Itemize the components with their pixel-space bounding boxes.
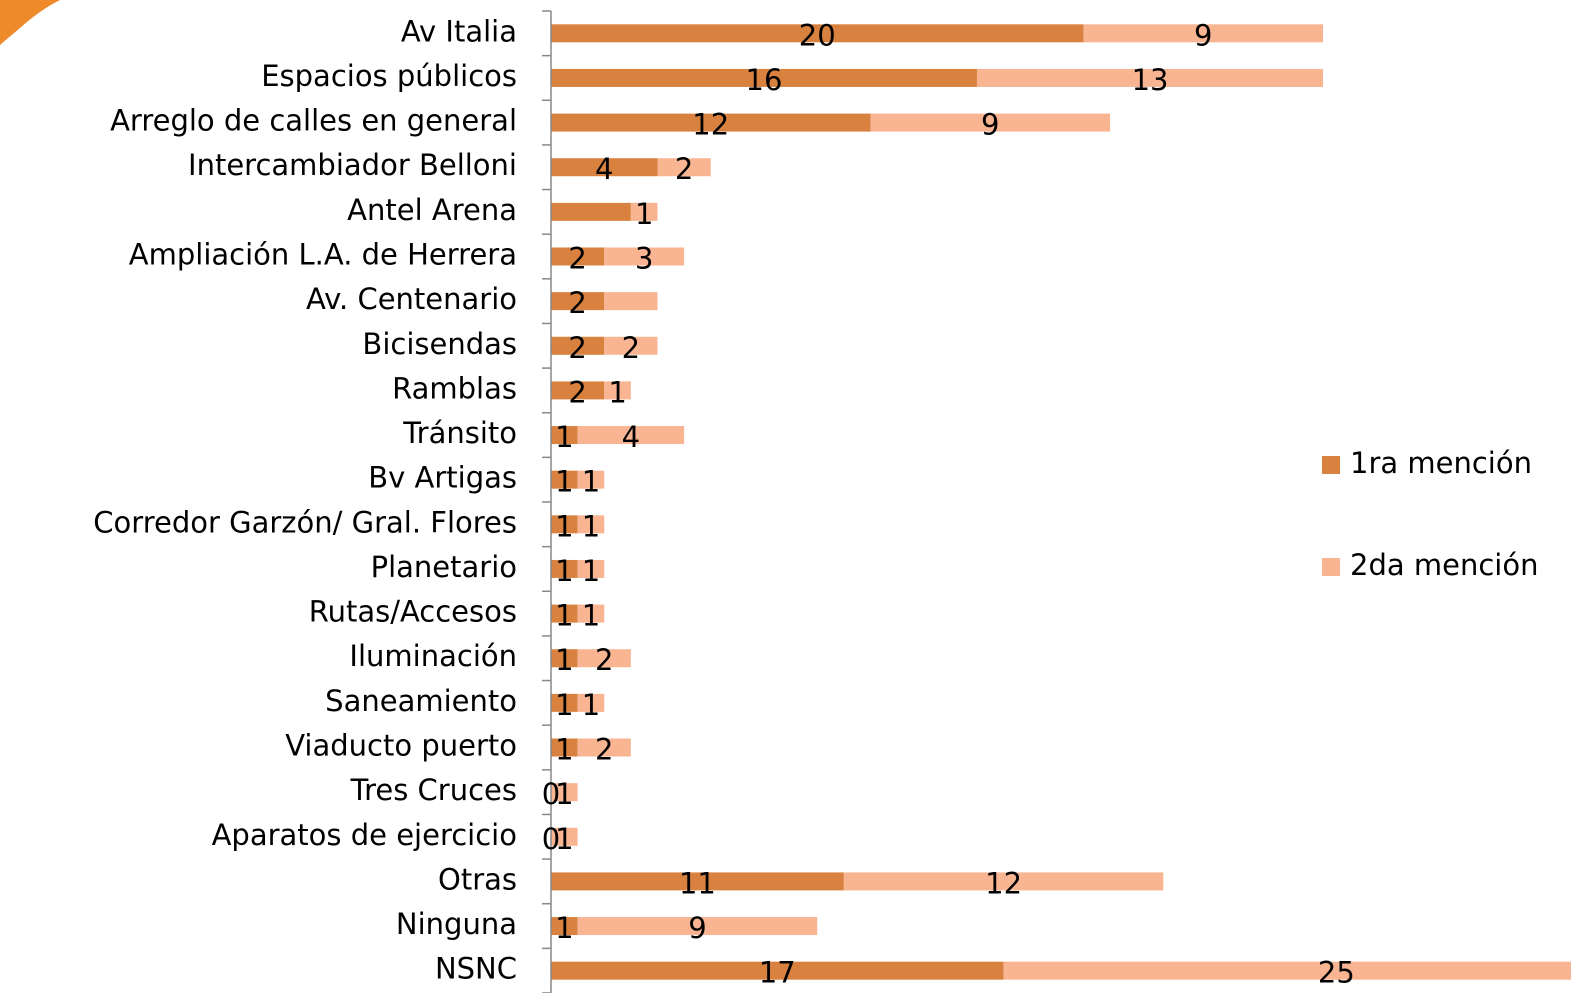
data-label: 11 xyxy=(679,866,716,900)
data-label: 9 xyxy=(981,108,999,142)
category-label: Aparatos de ejercicio xyxy=(212,818,517,852)
data-label: 1 xyxy=(555,733,573,767)
category-label: Rutas/Accesos xyxy=(309,595,517,629)
data-label: 17 xyxy=(759,956,796,990)
data-label: 2 xyxy=(595,733,613,767)
category-label: Ampliación L.A. de Herrera xyxy=(129,238,517,272)
category-label: Planetario xyxy=(371,550,517,584)
data-label: 1 xyxy=(555,822,573,856)
data-label: 1 xyxy=(582,465,600,499)
category-label: Otras xyxy=(438,862,517,896)
data-label: 12 xyxy=(985,866,1022,900)
data-label: 1 xyxy=(555,599,573,633)
category-label: Tres Cruces xyxy=(350,773,517,807)
data-label: 2 xyxy=(595,643,613,677)
category-label: Antel Arena xyxy=(347,193,517,227)
data-label: 1 xyxy=(635,197,653,231)
data-label: 1 xyxy=(555,420,573,454)
category-label: Bicisendas xyxy=(362,327,517,361)
bar-segment xyxy=(1004,962,1571,980)
category-label: Av Italia xyxy=(401,14,517,48)
data-label: 2 xyxy=(568,375,586,409)
chart: Av Italia209Espacios públicos1613Arreglo… xyxy=(0,0,1571,993)
legend-swatch xyxy=(1322,558,1340,576)
category-label: Viaducto puerto xyxy=(285,729,517,763)
data-label: 1 xyxy=(582,599,600,633)
category-label: Espacios públicos xyxy=(261,59,517,93)
data-label: 1 xyxy=(555,465,573,499)
data-label: 2 xyxy=(568,286,586,320)
data-label: 1 xyxy=(555,643,573,677)
data-label: 1 xyxy=(608,375,626,409)
category-label: Bv Artigas xyxy=(368,461,517,495)
category-label: Iluminación xyxy=(349,639,517,673)
category-label: Ramblas xyxy=(392,371,517,405)
data-label: 3 xyxy=(635,242,653,276)
data-label: 16 xyxy=(746,63,783,97)
data-label: 1 xyxy=(555,509,573,543)
data-label: 2 xyxy=(568,331,586,365)
data-label: 1 xyxy=(555,554,573,588)
plot-area xyxy=(551,24,1571,979)
category-label: Ninguna xyxy=(396,907,517,941)
data-label: 1 xyxy=(582,688,600,722)
bar-segment xyxy=(604,292,657,310)
data-label: 13 xyxy=(1132,63,1169,97)
data-label: 2 xyxy=(675,152,693,186)
data-label: 1 xyxy=(582,509,600,543)
data-label: 2 xyxy=(622,331,640,365)
data-label: 25 xyxy=(1318,956,1355,990)
bar-segment xyxy=(551,203,631,221)
legend-label: 1ra mención xyxy=(1350,446,1532,480)
data-label: 1 xyxy=(555,688,573,722)
data-label: 2 xyxy=(568,242,586,276)
data-label: 9 xyxy=(688,911,706,945)
legend-label: 2da mención xyxy=(1350,548,1538,582)
data-label: 1 xyxy=(555,777,573,811)
logo-shape xyxy=(0,0,60,45)
data-label: 1 xyxy=(555,911,573,945)
category-label: Tránsito xyxy=(402,416,517,450)
category-label: Corredor Garzón/ Gral. Flores xyxy=(93,505,517,539)
data-label: 12 xyxy=(692,108,729,142)
data-label: 20 xyxy=(799,18,836,52)
data-label: 4 xyxy=(622,420,640,454)
data-label: 1 xyxy=(582,554,600,588)
category-label: Intercambiador Belloni xyxy=(188,148,517,182)
category-label: Saneamiento xyxy=(325,684,517,718)
data-label: 9 xyxy=(1194,18,1212,52)
legend-swatch xyxy=(1322,456,1340,474)
category-label: Av. Centenario xyxy=(306,282,517,316)
category-label: Arreglo de calles en general xyxy=(110,104,517,138)
data-label: 4 xyxy=(595,152,613,186)
category-label: NSNC xyxy=(435,952,517,986)
